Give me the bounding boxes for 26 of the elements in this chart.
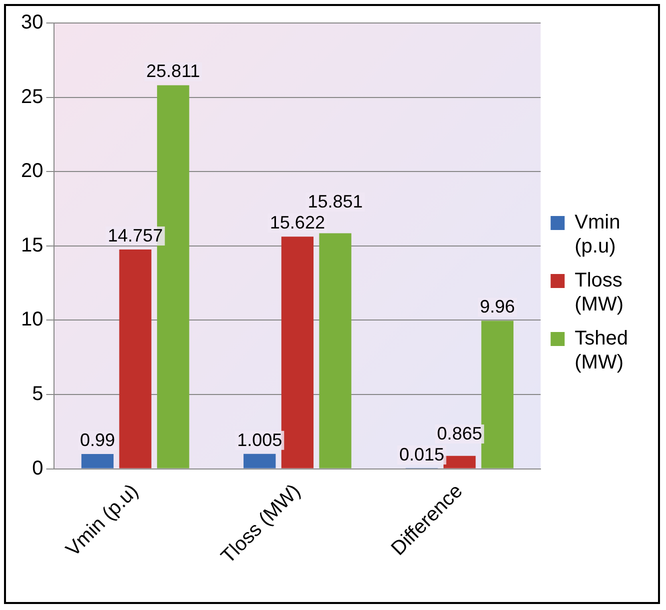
bar bbox=[119, 249, 152, 468]
data-label: 14.757 bbox=[108, 225, 163, 246]
legend-label: Tloss (MW) bbox=[574, 270, 624, 316]
data-label: 0.865 bbox=[437, 424, 482, 444]
bar bbox=[81, 454, 114, 468]
bar bbox=[281, 236, 314, 468]
bar bbox=[481, 320, 514, 468]
y-tick-label: 5 bbox=[32, 382, 44, 405]
y-tick-label: 10 bbox=[20, 308, 44, 331]
bar bbox=[443, 456, 476, 468]
bar bbox=[244, 454, 276, 468]
data-label: 0.015 bbox=[399, 444, 444, 465]
legend-label: Vmin (p.u) bbox=[574, 212, 620, 258]
data-label: 15.622 bbox=[270, 212, 325, 233]
legend-label: Tshed (MW) bbox=[574, 328, 628, 374]
data-label: 9.96 bbox=[480, 296, 515, 317]
bar bbox=[319, 233, 352, 468]
y-tick-label: 20 bbox=[20, 160, 44, 182]
data-label: 0.99 bbox=[80, 430, 116, 450]
y-tick-label: 30 bbox=[20, 12, 44, 34]
data-label: 25.811 bbox=[146, 61, 200, 82]
y-tick-label: 0 bbox=[32, 457, 44, 480]
y-tick-label: 15 bbox=[20, 234, 44, 256]
data-label: 15.851 bbox=[308, 192, 363, 212]
data-label: 1.005 bbox=[237, 430, 282, 450]
y-tick-label: 25 bbox=[20, 86, 44, 108]
